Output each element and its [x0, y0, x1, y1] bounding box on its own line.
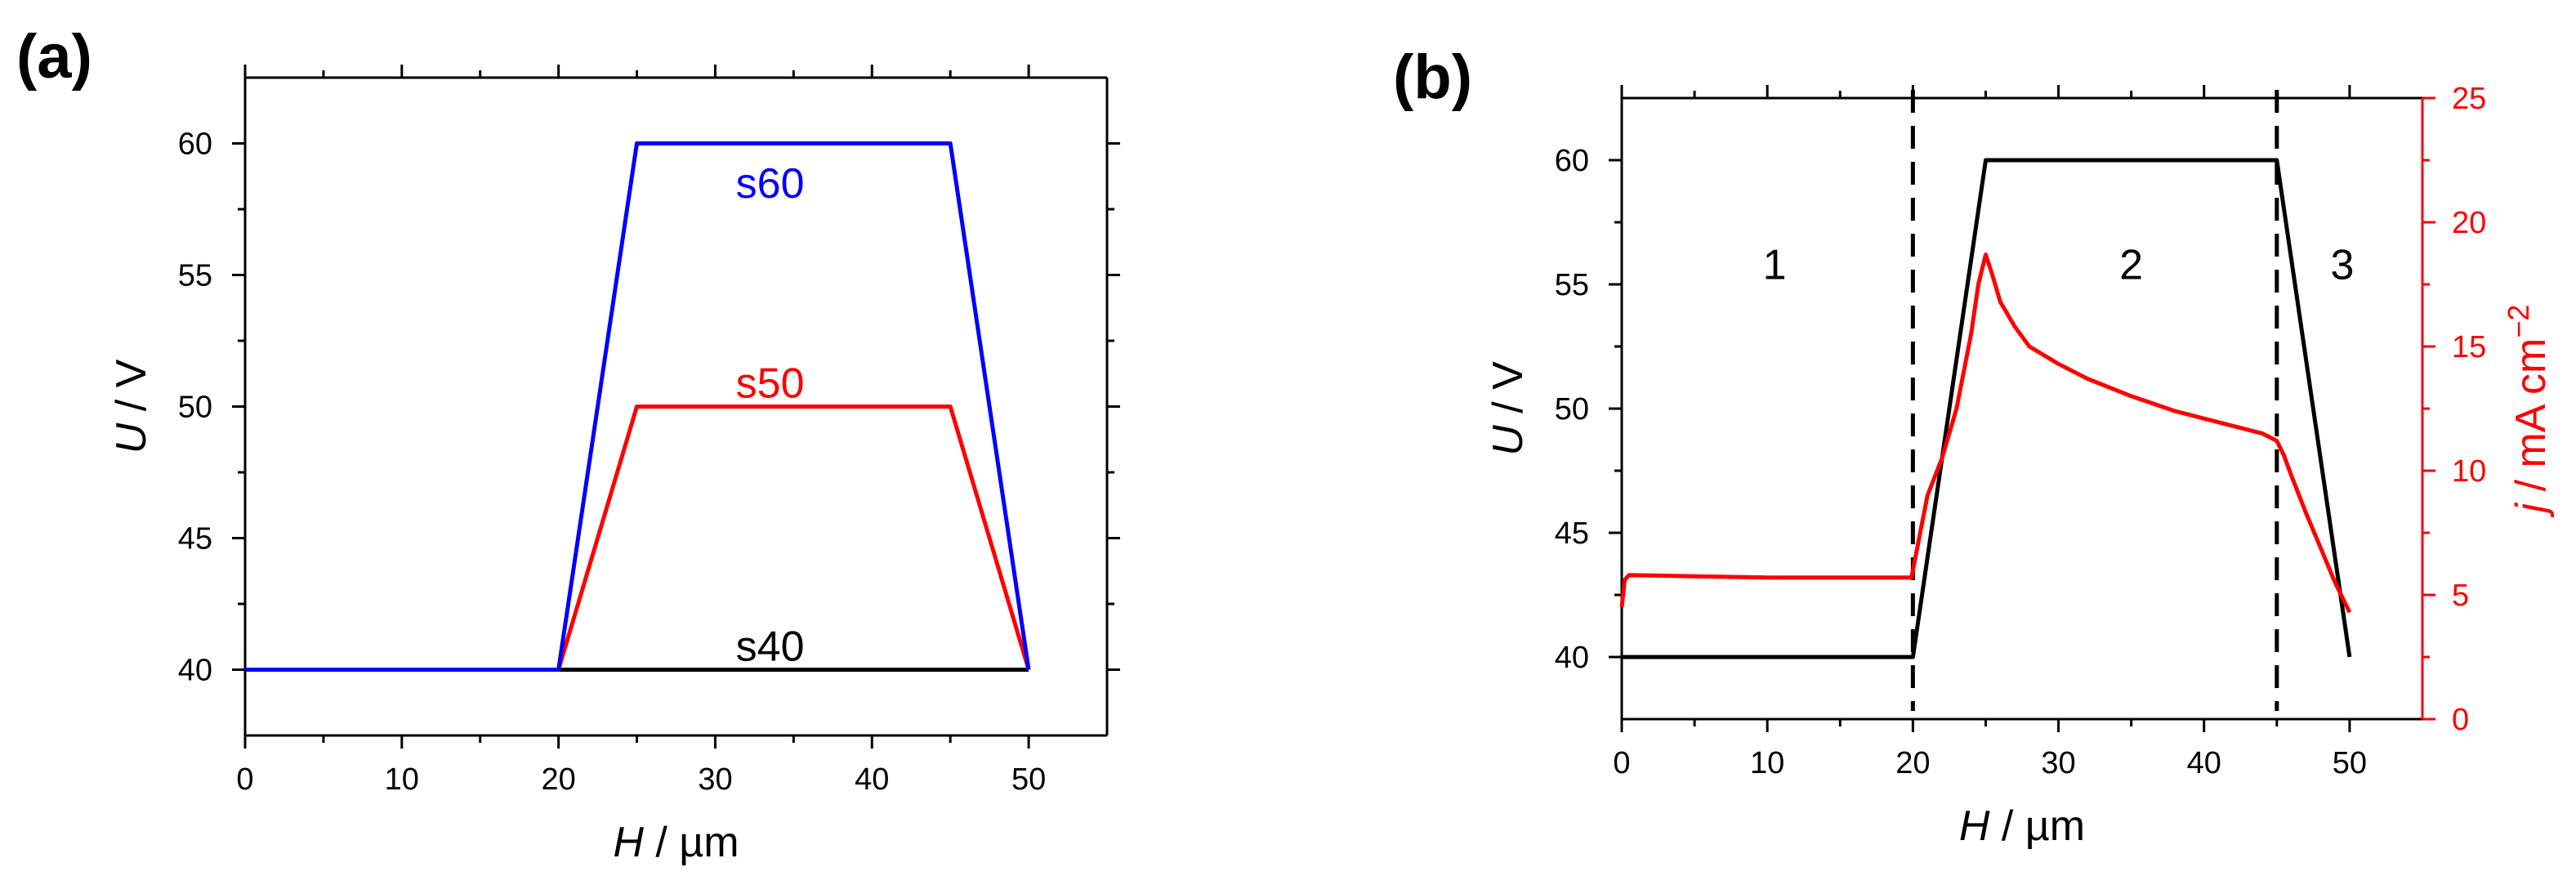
x-axis-label: H / µm: [1959, 802, 2085, 850]
series-line-s60: [245, 141, 1031, 672]
x-axis-label-unit: / µm: [644, 819, 739, 866]
y2-axis-label-unit: / mA cm: [2507, 338, 2555, 503]
y-tick-label: 55: [1555, 268, 1589, 302]
y-tick-label: 40: [1555, 641, 1589, 675]
x-tick-label: 0: [236, 762, 253, 797]
y-axis-label: U / V: [108, 359, 155, 454]
region-label: 2: [2119, 242, 2143, 289]
y-axis-label-var: U: [108, 422, 155, 454]
x-tick-label: 40: [2187, 746, 2221, 780]
y-tick-label: 60: [1555, 144, 1589, 178]
x-tick-label: 30: [2041, 746, 2075, 780]
x-tick-label: 10: [1750, 746, 1784, 780]
region-label: 3: [2331, 242, 2355, 289]
y-axis-label-unit: / V: [108, 359, 155, 422]
x-tick-label: 20: [1895, 746, 1930, 780]
region-label: 1: [1763, 242, 1787, 289]
y2-tick-label: 10: [2452, 454, 2486, 489]
y-tick-label: 40: [178, 654, 212, 688]
y-axis-label: U / V: [1484, 361, 1532, 456]
series-label-s60: s60: [736, 160, 805, 208]
series-line-series-2: [1619, 253, 2352, 614]
y2-axis-label-exponent: −2: [2502, 305, 2535, 338]
series-line-s50: [245, 405, 1031, 672]
x-tick-label: 20: [541, 762, 575, 797]
x-tick-label: 30: [698, 762, 732, 797]
x-axis-label: H / µm: [613, 819, 739, 866]
y-tick-label: 50: [178, 391, 212, 425]
x-axis-label-var: H: [613, 819, 644, 866]
y-tick-label: 45: [1555, 516, 1589, 551]
y2-tick-label: 25: [2452, 82, 2486, 116]
y-tick-label: 45: [178, 522, 212, 557]
y2-tick-label: 5: [2452, 579, 2469, 613]
y2-axis-label-var: j: [2507, 502, 2555, 517]
x-tick-label: 40: [855, 762, 889, 797]
x-axis-label-var: H: [1959, 802, 1990, 850]
y-axis-label-var: U: [1484, 425, 1532, 456]
panel-label: (b): [1393, 42, 1472, 112]
x-tick-label: 0: [1613, 746, 1630, 780]
chart-panel-1: (a) 0 10 20 30 40 50 40 45 50 55 60 H / µm U / V s40 s5…: [16, 22, 1120, 866]
y-tick-label: 60: [178, 127, 212, 162]
y-axis-label-unit: / V: [1484, 361, 1532, 425]
x-tick-label: 50: [2333, 746, 2367, 780]
y2-axis-label: j / mA cm−2: [2502, 305, 2555, 518]
x-tick-label: 50: [1011, 762, 1046, 797]
y2-tick-label: 20: [2452, 206, 2486, 240]
x-tick-label: 10: [385, 762, 419, 797]
y2-tick-label: 15: [2452, 330, 2486, 364]
series-label-s50: s50: [736, 360, 805, 408]
y-tick-label: 50: [1555, 392, 1589, 427]
y2-tick-label: 0: [2452, 703, 2469, 737]
y-tick-label: 55: [178, 259, 212, 293]
series-label-s40: s40: [736, 624, 805, 671]
panel-label: (a): [16, 22, 92, 92]
chart-panel-2: (b) 0 10 20 30 40 50 40 45 50 55 60 0 5 10 15 20 25 H / µm…: [1393, 42, 2555, 850]
x-axis-label-unit: / µm: [1989, 802, 2085, 850]
series-line-series-1: [1622, 158, 2352, 659]
